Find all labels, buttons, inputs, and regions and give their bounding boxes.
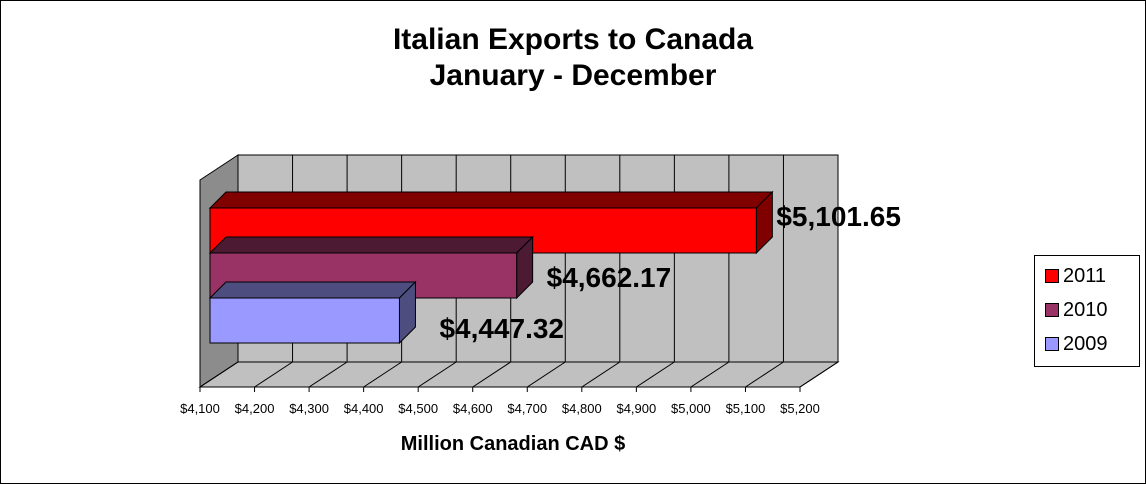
- legend: 2011 2010 2009: [1034, 255, 1140, 367]
- gridline-floor: [636, 361, 675, 388]
- x-tick-label: $4,900: [616, 401, 656, 416]
- x-tick-label: $4,700: [507, 401, 547, 416]
- x-tick-label: $4,600: [453, 401, 493, 416]
- x-tick-label: $4,500: [398, 401, 438, 416]
- data-label-2010: $4,662.17: [547, 262, 672, 293]
- x-tick-label: $5,100: [726, 401, 766, 416]
- x-tick-label: $5,000: [671, 401, 711, 416]
- x-tick-label: $4,300: [289, 401, 329, 416]
- gridline-floor: [199, 361, 239, 388]
- x-tick-label: $4,200: [235, 401, 275, 416]
- data-label-2011: $5,101.65: [776, 201, 901, 232]
- x-tick-label: $4,100: [180, 401, 220, 416]
- x-tick-label: $4,800: [562, 401, 602, 416]
- gridline-floor: [690, 361, 730, 388]
- gridline-floor: [417, 361, 457, 388]
- floor: [198, 361, 840, 388]
- x-axis-label: Million Canadian CAD $: [400, 433, 626, 455]
- bar-top-2011: [208, 191, 774, 209]
- gridline-floor: [472, 361, 512, 388]
- legend-swatch-2010: [1045, 303, 1059, 317]
- legend-label-2010: 2010: [1063, 298, 1108, 321]
- legend-item-2011: 2011: [1045, 264, 1106, 288]
- chart-title: Italian Exports to Canada January - Dece…: [0, 22, 1146, 94]
- chart-title-line-1: Italian Exports to Canada: [392, 23, 754, 56]
- gridline-floor: [526, 361, 566, 388]
- x-tick-label: $5,200: [780, 401, 820, 416]
- gridline-floor: [799, 361, 839, 388]
- gridline-floor: [363, 361, 402, 388]
- bar-top-2010: [208, 236, 534, 254]
- gridline-floor: [254, 361, 293, 388]
- bar-2009: [209, 297, 400, 344]
- legend-swatch-2009: [1045, 337, 1059, 351]
- gridline-floor: [745, 361, 784, 388]
- bar-top-2009: [208, 281, 417, 299]
- legend-swatch-2011: [1045, 269, 1059, 283]
- gridline-floor: [308, 361, 348, 388]
- data-label-2009: $4,447.32: [439, 313, 564, 344]
- legend-label-2011: 2011: [1063, 264, 1107, 287]
- chart-title-line-2: January - December: [429, 59, 717, 92]
- gridline-floor: [581, 361, 621, 388]
- legend-label-2009: 2009: [1063, 332, 1108, 355]
- x-tick-label: $4,400: [344, 401, 384, 416]
- legend-item-2010: 2010: [1045, 298, 1108, 322]
- legend-item-2009: 2009: [1045, 332, 1108, 356]
